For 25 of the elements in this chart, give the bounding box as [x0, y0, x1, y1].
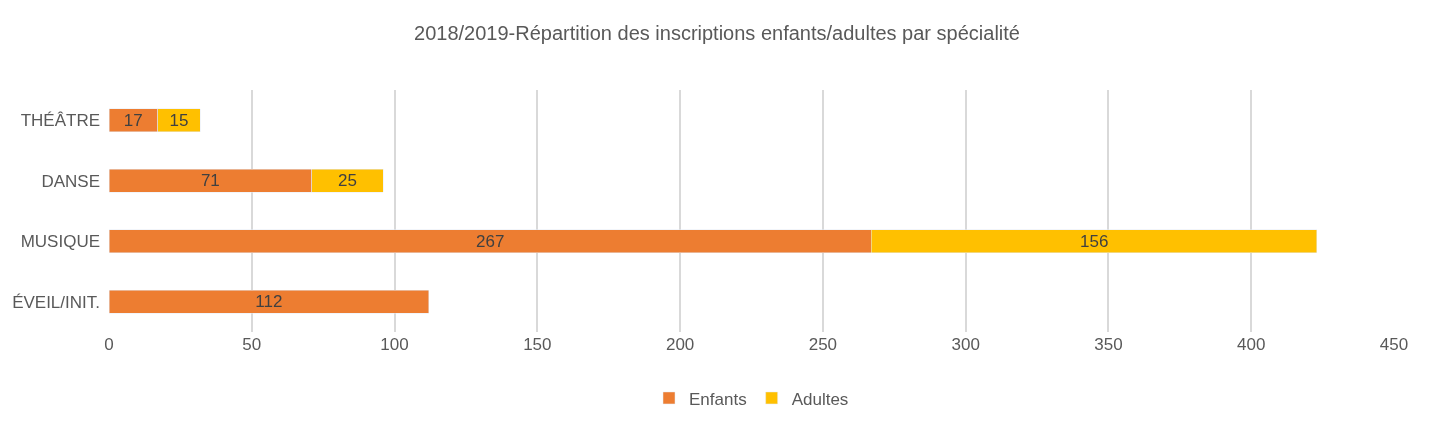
data-label: 267 — [476, 231, 505, 251]
x-tick-label: 450 — [1379, 335, 1409, 354]
x-tick-label: 50 — [242, 335, 262, 354]
data-label: 156 — [1079, 231, 1109, 251]
x-tick-label: 0 — [104, 335, 114, 354]
x-tick-label: 200 — [665, 335, 695, 354]
x-tick-label: 250 — [808, 335, 838, 354]
x-tick-label: 350 — [1094, 335, 1123, 354]
bar — [109, 290, 430, 314]
y-tick-label: DANSE — [41, 171, 100, 191]
data-label: 15 — [169, 110, 189, 130]
data-label: 17 — [123, 110, 143, 130]
x-tick-label: 300 — [951, 335, 980, 354]
data-label: 25 — [337, 171, 357, 191]
y-tick-label: THÉÂTRE — [20, 111, 100, 131]
legend-label: Adultes — [791, 389, 849, 409]
y-tick-label: ÉVEIL/INIT. — [12, 292, 100, 312]
x-tick-label: 100 — [380, 335, 409, 354]
legend-label: Enfants — [689, 389, 747, 409]
y-tick-label: MUSIQUE — [20, 232, 100, 252]
chart-title: 2018/2019-Répartition des inscriptions enfants/adultes par spécialité — [414, 21, 1020, 44]
data-label: 71 — [200, 171, 220, 191]
x-tick-label: 150 — [523, 335, 552, 354]
data-label: 112 — [255, 292, 283, 312]
x-tick-label: 400 — [1237, 335, 1266, 354]
